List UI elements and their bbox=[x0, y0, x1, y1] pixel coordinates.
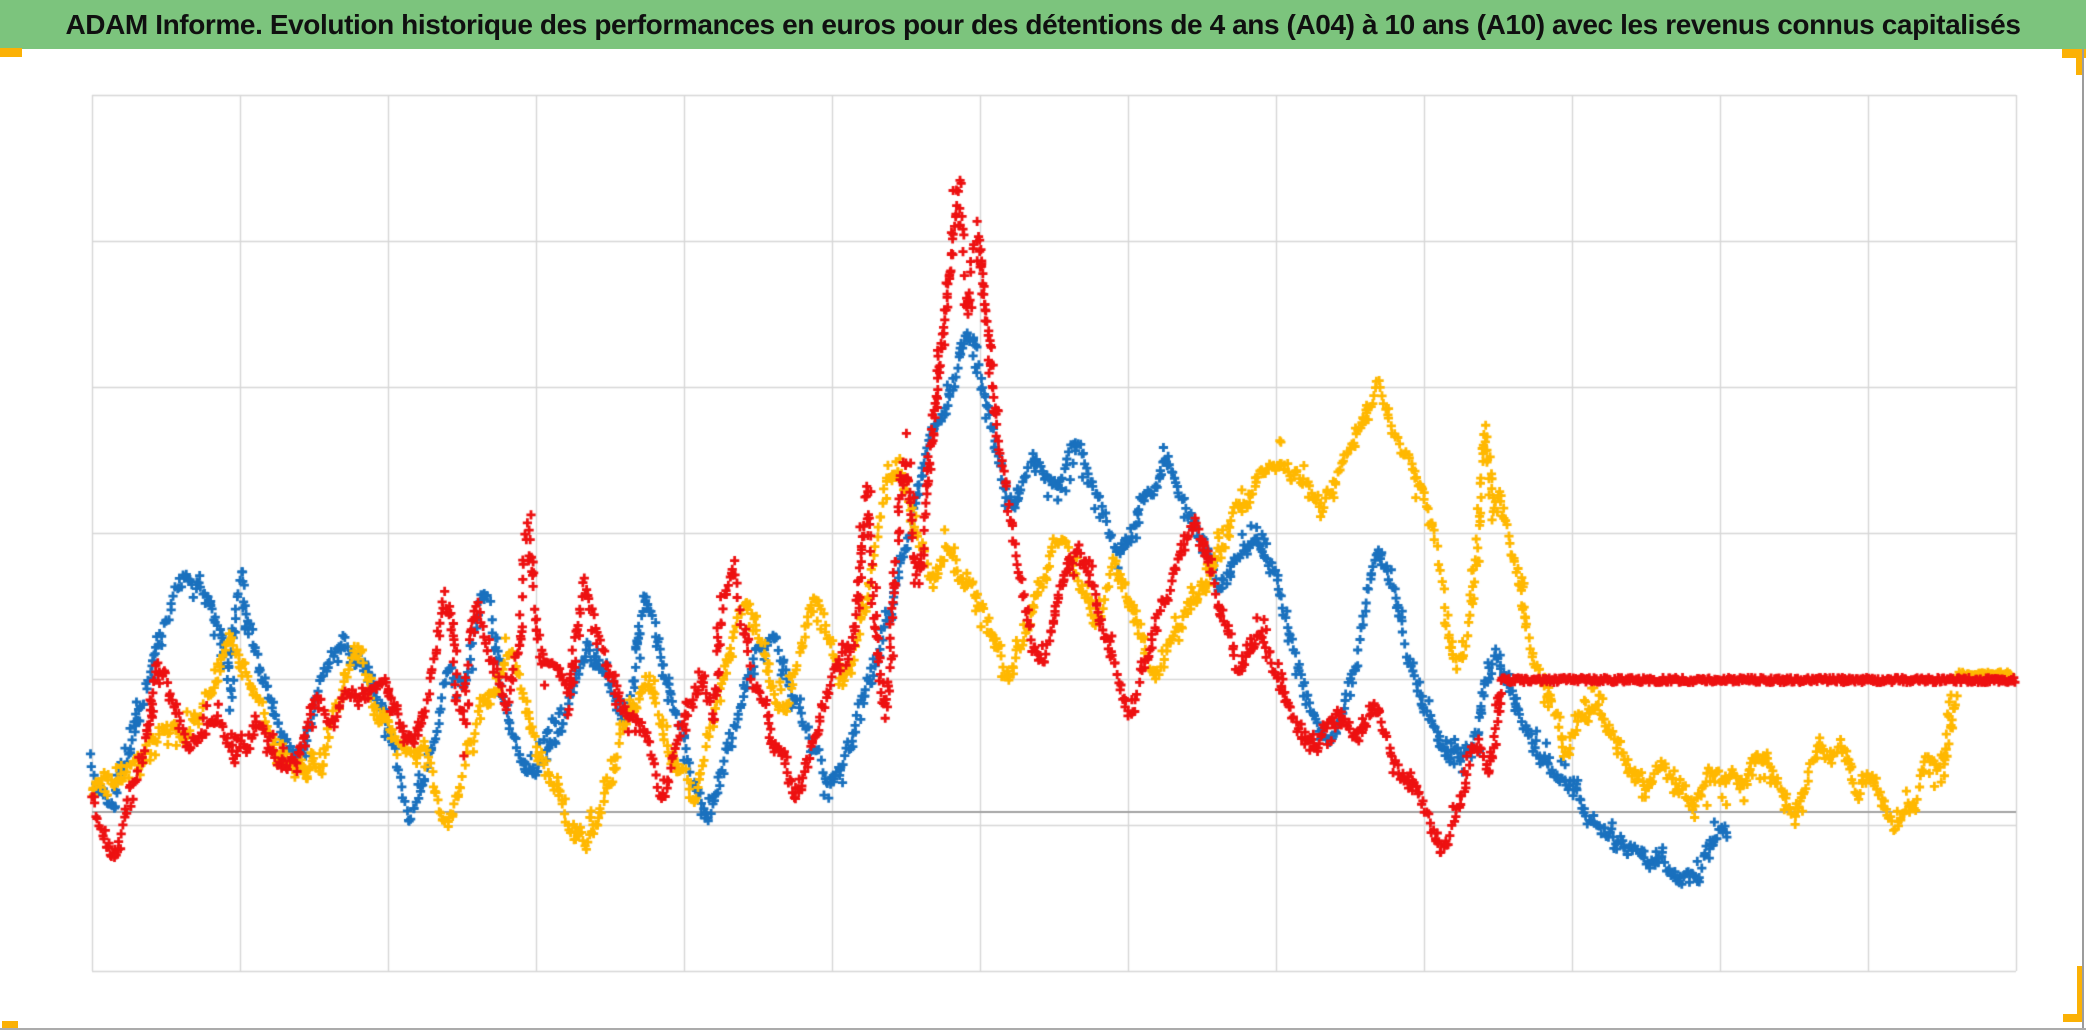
title-bar: ADAM Informe. Evolution historique des p… bbox=[0, 0, 2086, 49]
corner-bracket-top-right-horizontal bbox=[2062, 49, 2086, 58]
page-right-border bbox=[2082, 49, 2084, 1029]
accent-top-left bbox=[0, 48, 22, 57]
page-title: ADAM Informe. Evolution historique des p… bbox=[65, 8, 2021, 40]
corner-bracket-top-right-vertical bbox=[2076, 49, 2084, 75]
accent-bottom-left bbox=[2, 1021, 18, 1030]
corner-bracket-bottom-right-vertical bbox=[2077, 966, 2084, 1022]
corner-bracket-bottom-right-horizontal bbox=[2063, 1014, 2084, 1022]
page-bottom-border bbox=[0, 1028, 2086, 1030]
